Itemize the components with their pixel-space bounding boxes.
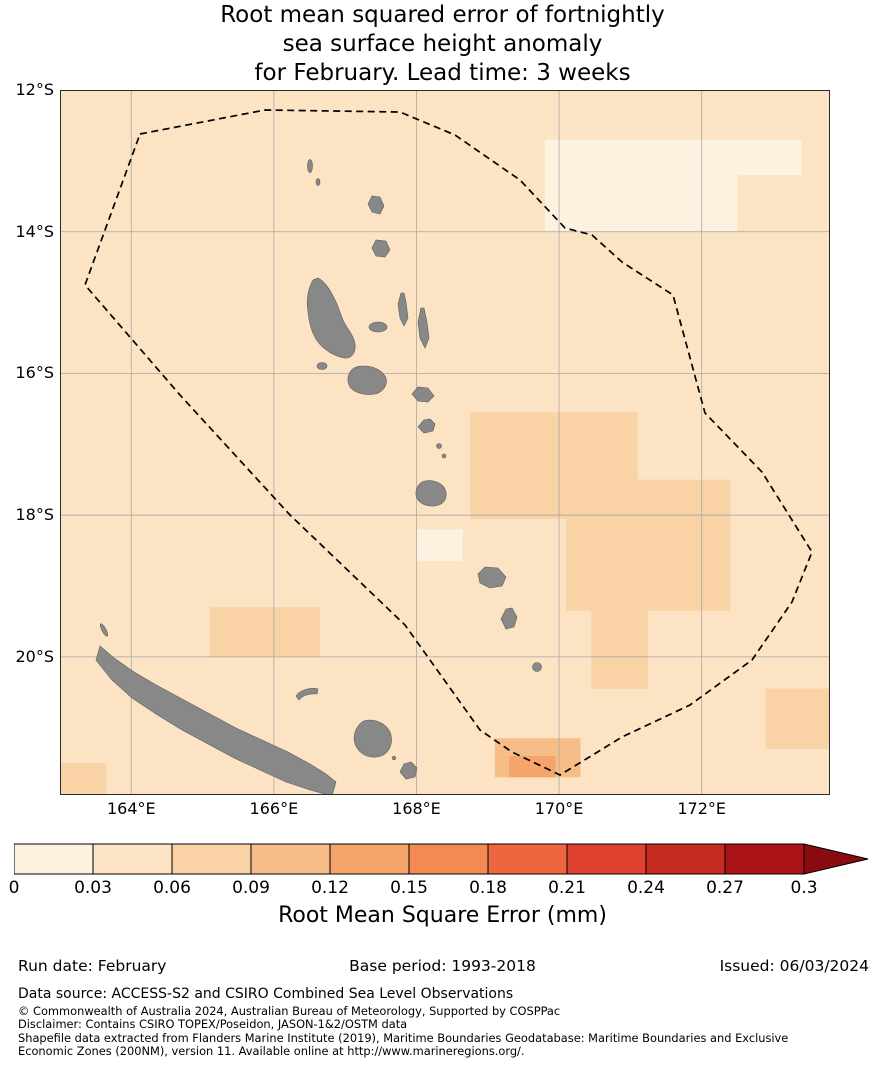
- island-gaua: [371, 239, 391, 258]
- colorbar-tick-label: 0.27: [706, 878, 744, 898]
- run-info-row: Run date: February Base period: 1993-201…: [0, 957, 885, 979]
- island-shepherd: [436, 443, 442, 449]
- island-malo: [316, 362, 328, 370]
- heatmap-patch: [416, 529, 463, 562]
- x-tick-label: 166°E: [249, 799, 299, 818]
- colorbar: [13, 843, 872, 880]
- base-period: Base period: 1993-2018: [349, 957, 536, 975]
- island-grande-terre: [95, 645, 337, 797]
- colorbar-segment: [645, 843, 726, 875]
- x-tick-label: 170°E: [534, 799, 584, 818]
- colorbar-tick-label: 0.09: [232, 878, 270, 898]
- eez-boundary: [84, 109, 813, 776]
- island-epi: [417, 418, 436, 434]
- island-ouvea: [295, 688, 319, 701]
- colorbar-segment: [329, 843, 410, 875]
- title-line-1: Root mean squared error of fortnightly: [220, 2, 665, 28]
- colorbar-segment: [92, 843, 173, 875]
- title-line-2: sea surface height anomaly: [282, 31, 603, 57]
- colorbar-segment: [566, 843, 647, 875]
- island-shepherd: [441, 453, 447, 459]
- disclaimer: Disclaimer: Contains CSIRO TOPEX/Poseido…: [18, 1017, 408, 1032]
- island-maewo: [397, 292, 409, 327]
- map-canvas: [60, 89, 830, 797]
- colorbar-canvas: [13, 843, 869, 875]
- colorbar-tick-label: 0.21: [548, 878, 586, 898]
- x-tick-label: 172°E: [677, 799, 726, 818]
- heatmap-patch: [60, 763, 107, 795]
- rmse-heatmap-patches: [60, 139, 830, 795]
- y-tick-label: 18°S: [15, 505, 54, 525]
- heatmap-patch: [509, 756, 556, 778]
- island-vanua-lava: [367, 195, 385, 215]
- colorbar-segment: [250, 843, 331, 875]
- colorbar-tick-label: 0.12: [311, 878, 349, 898]
- run-date: Run date: February: [18, 957, 167, 975]
- figure-title: Root mean squared error of fortnightly s…: [0, 1, 885, 88]
- colorbar-tick-label: 0.3: [790, 878, 818, 898]
- title-line-3: for February. Lead time: 3 weeks: [254, 60, 631, 86]
- y-tick-label: 12°S: [15, 80, 54, 99]
- colorbar-tick-label: 0.24: [627, 878, 665, 898]
- x-tick-label: 164°E: [106, 799, 156, 818]
- issued-date: Issued: 06/03/2024: [719, 957, 869, 975]
- y-tick-label: 14°S: [15, 221, 54, 241]
- colorbar-tick-label: 0.03: [74, 878, 112, 898]
- copyright: © Commonwealth of Australia 2024, Austra…: [18, 1004, 561, 1018]
- colorbar-over-arrow: [803, 843, 869, 875]
- island-belep: [99, 623, 109, 637]
- heatmap-patch: [544, 139, 738, 232]
- island-lifou: [353, 719, 392, 758]
- shapefile-note-line1: Shapefile data extracted from Flanders M…: [18, 1030, 789, 1045]
- colorbar-tick-label: 0.15: [390, 878, 428, 898]
- colorbar-segment: [171, 843, 252, 875]
- colorbar-tick-label: 0: [8, 878, 20, 898]
- y-tick-label: 20°S: [15, 646, 54, 666]
- colorbar-segment: [487, 843, 568, 875]
- island-tanna: [500, 607, 518, 630]
- island-mare: [399, 761, 418, 780]
- island-aneityum: [532, 662, 542, 672]
- island-erromango: [477, 566, 507, 589]
- colorbar-segment: [724, 843, 805, 875]
- colorbar-tick-label: 0.06: [153, 878, 191, 898]
- map-panel: [60, 89, 830, 797]
- map-frame: [60, 90, 830, 795]
- island-ambae: [368, 321, 388, 333]
- island-pentecost: [417, 307, 430, 349]
- heatmap-patch: [765, 688, 830, 749]
- fine-print: Data source: ACCESS-S2 and CSIRO Combine…: [18, 986, 874, 1059]
- island-malakula: [347, 365, 387, 395]
- island-ambrym: [411, 386, 435, 403]
- island-tiga: [391, 755, 397, 761]
- colorbar-tick-label: 0.18: [469, 878, 507, 898]
- island-banks-islet: [315, 178, 321, 186]
- heatmap-patch: [566, 479, 731, 611]
- colorbar-segment: [13, 843, 94, 875]
- island-torres: [307, 159, 313, 173]
- heatmap-patch: [591, 610, 649, 689]
- shapefile-note-line2: Economic Zones (200NM), version 11. Avai…: [18, 1044, 525, 1059]
- colorbar-segment: [408, 843, 489, 875]
- data-source: Data source: ACCESS-S2 and CSIRO Combine…: [18, 986, 514, 1002]
- land-layer: [95, 159, 542, 797]
- island-espiritu-santo: [306, 277, 356, 359]
- heatmap-patch: [209, 607, 321, 657]
- x-tick-label: 168°E: [392, 799, 441, 818]
- island-efate: [415, 480, 447, 507]
- heatmap-patch: [737, 139, 802, 175]
- colorbar-label: Root Mean Square Error (mm): [278, 903, 607, 928]
- y-tick-label: 16°S: [15, 363, 54, 383]
